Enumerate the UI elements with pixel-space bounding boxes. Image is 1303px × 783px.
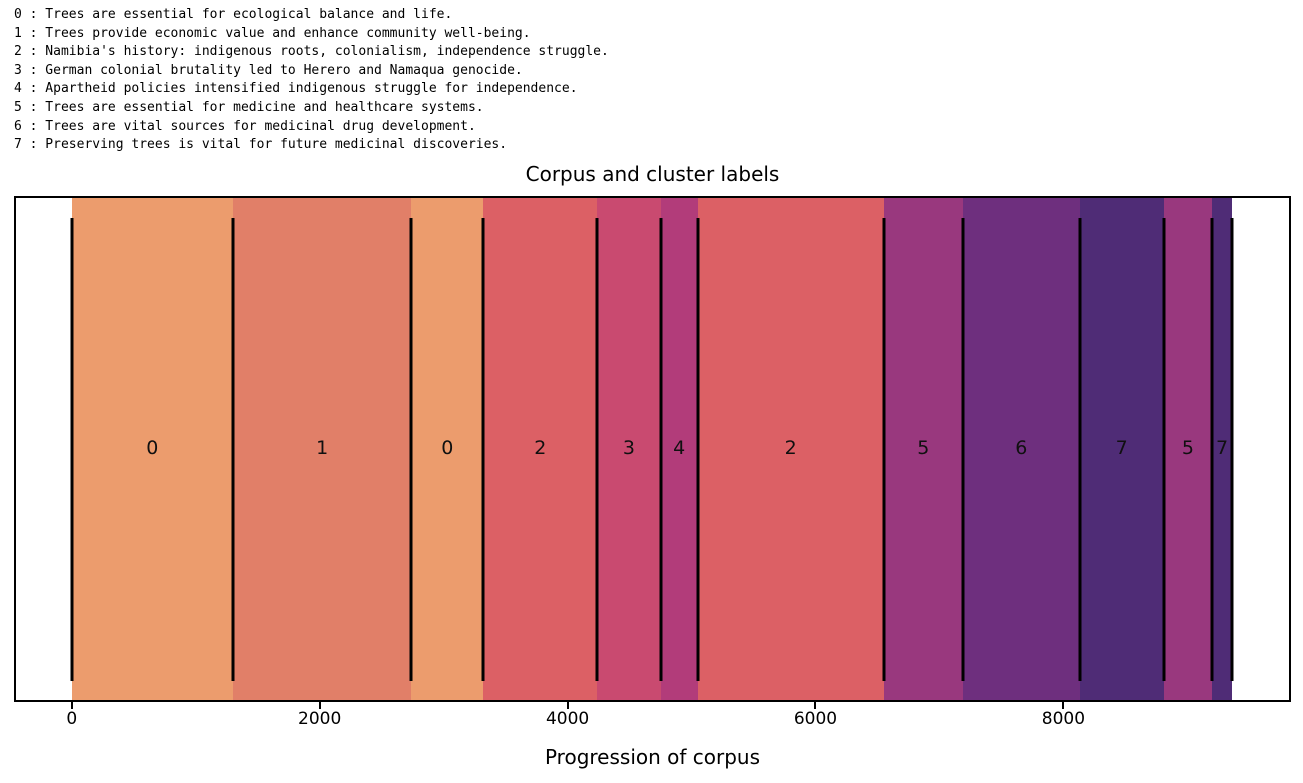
segment-band — [1079, 198, 1164, 700]
segment-band — [71, 198, 233, 700]
legend-line: 2 : Namibia's history: indigenous roots,… — [14, 44, 609, 60]
segment-boundary-line — [1230, 218, 1234, 681]
segment-label: 7 — [1216, 437, 1229, 460]
segment-boundary-line — [481, 218, 485, 681]
segment-boundary-line — [882, 218, 886, 681]
segment-boundary-line — [70, 218, 74, 681]
x-axis-label: Progression of corpus — [544, 745, 761, 769]
segment-label: 7 — [1115, 437, 1128, 460]
segment-band — [697, 198, 884, 700]
x-tick — [318, 701, 321, 709]
segment-label: 1 — [316, 437, 329, 460]
legend-line: 3 : German colonial brutality led to Her… — [14, 62, 523, 78]
segment-boundary-line — [1078, 218, 1082, 681]
x-tick — [814, 701, 817, 709]
segment-band — [963, 198, 1080, 700]
chart-title: Corpus and cluster labels — [525, 162, 780, 186]
segment-boundary-line — [409, 218, 413, 681]
segment-boundary-line — [961, 218, 965, 681]
legend-line: 7 : Preserving trees is vital for future… — [14, 137, 508, 153]
x-tick — [70, 701, 73, 709]
segment-label: 4 — [673, 437, 686, 460]
x-tick-label: 8000 — [1041, 709, 1086, 729]
segment-band — [411, 198, 484, 700]
segment-band — [597, 198, 661, 700]
segment-band — [1163, 198, 1213, 700]
x-tick-label: 0 — [66, 709, 78, 729]
segment-boundary-line — [1210, 218, 1214, 681]
segment-label: 2 — [784, 437, 797, 460]
segment-label: 5 — [1181, 437, 1195, 460]
x-tick — [566, 701, 569, 709]
x-axis: 0 2000 4000 6000 8000 — [16, 701, 1289, 735]
legend-line: 4 : Apartheid policies intensified indig… — [14, 81, 578, 97]
segment-band — [1212, 198, 1232, 700]
segment-boundary-line — [231, 218, 235, 681]
segment-band — [883, 198, 963, 700]
x-tick-label: 6000 — [793, 709, 838, 729]
segment-label: 5 — [917, 437, 930, 460]
x-tick-label: 2000 — [298, 709, 342, 729]
x-tick-label: 4000 — [545, 709, 590, 729]
segment-band — [232, 198, 412, 700]
segment-band — [483, 198, 598, 700]
segment-label: 3 — [622, 437, 635, 460]
segment-label: 0 — [441, 437, 454, 460]
segment-boundary-line — [659, 218, 663, 681]
segment-band — [660, 198, 698, 700]
legend-line: 1 : Trees provide economic value and enh… — [14, 25, 531, 41]
segment-label: 0 — [146, 437, 159, 460]
x-tick — [1062, 701, 1065, 709]
segment-boundary-line — [696, 218, 700, 681]
cluster-legend: 0 : Trees are essential for ecological b… — [14, 6, 609, 155]
segment-label: 6 — [1015, 437, 1028, 460]
segment-label: 2 — [534, 437, 547, 460]
legend-line: 6 : Trees are vital sources for medicina… — [14, 118, 476, 134]
legend-line: 5 : Trees are essential for medicine and… — [14, 99, 484, 115]
segment-boundary-line — [1162, 218, 1166, 681]
legend-line: 0 : Trees are essential for ecological b… — [14, 7, 453, 22]
segment-boundary-line — [595, 218, 599, 681]
